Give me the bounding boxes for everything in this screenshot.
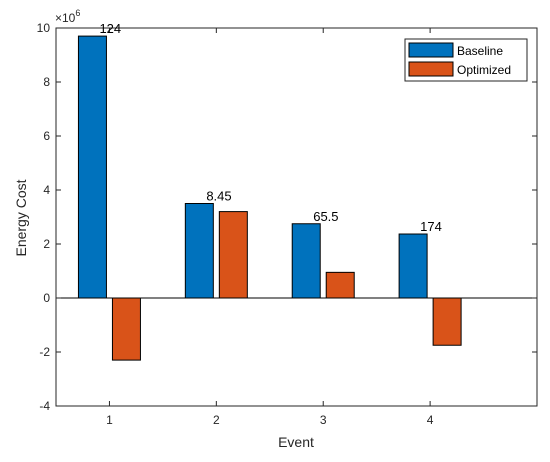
legend-swatch-baseline (408, 42, 454, 58)
y-tick-label: -2 (39, 345, 50, 359)
legend-label-optimized: Optimized (457, 63, 511, 77)
x-tick-label: 2 (213, 413, 220, 427)
y-tick-label: 4 (43, 183, 50, 197)
y-axis-exponent: ×106 (55, 8, 80, 25)
y-tick-label: -4 (39, 399, 50, 413)
y-tick-label: 2 (43, 237, 50, 251)
bars-layer (77, 35, 462, 361)
bar-optimized-3 (325, 271, 355, 299)
data-labels-layer: 124 8.45 65.5 174 (99, 21, 441, 234)
bar-baseline-3 (291, 223, 321, 299)
bar-baseline-4 (398, 233, 428, 299)
bar-optimized-4 (432, 297, 462, 346)
x-axis-label: Event (278, 434, 314, 450)
data-label: 65.5 (313, 209, 338, 224)
x-tick-label: 4 (427, 413, 434, 427)
x-tick-label: 3 (320, 413, 327, 427)
y-tick-label: 6 (43, 129, 50, 143)
data-label: 124 (99, 21, 121, 36)
bar-baseline-2 (184, 203, 214, 299)
axes-box (55, 27, 538, 407)
legend: Baseline Optimized (404, 38, 528, 82)
data-label: 8.45 (206, 189, 231, 204)
y-tick-label: 10 (37, 21, 51, 35)
axes-layer (55, 27, 538, 407)
y-tick-label: 0 (43, 291, 50, 305)
bar-baseline-1 (77, 35, 107, 299)
bar-optimized-2 (218, 211, 248, 299)
x-tick-label: 1 (106, 413, 113, 427)
y-tick-label: 8 (43, 75, 50, 89)
legend-swatch-optimized (408, 61, 454, 77)
data-label: 174 (420, 219, 442, 234)
bar-optimized-1 (111, 297, 141, 361)
legend-label-baseline: Baseline (457, 44, 503, 58)
y-axis-label: Energy Cost (13, 179, 29, 256)
